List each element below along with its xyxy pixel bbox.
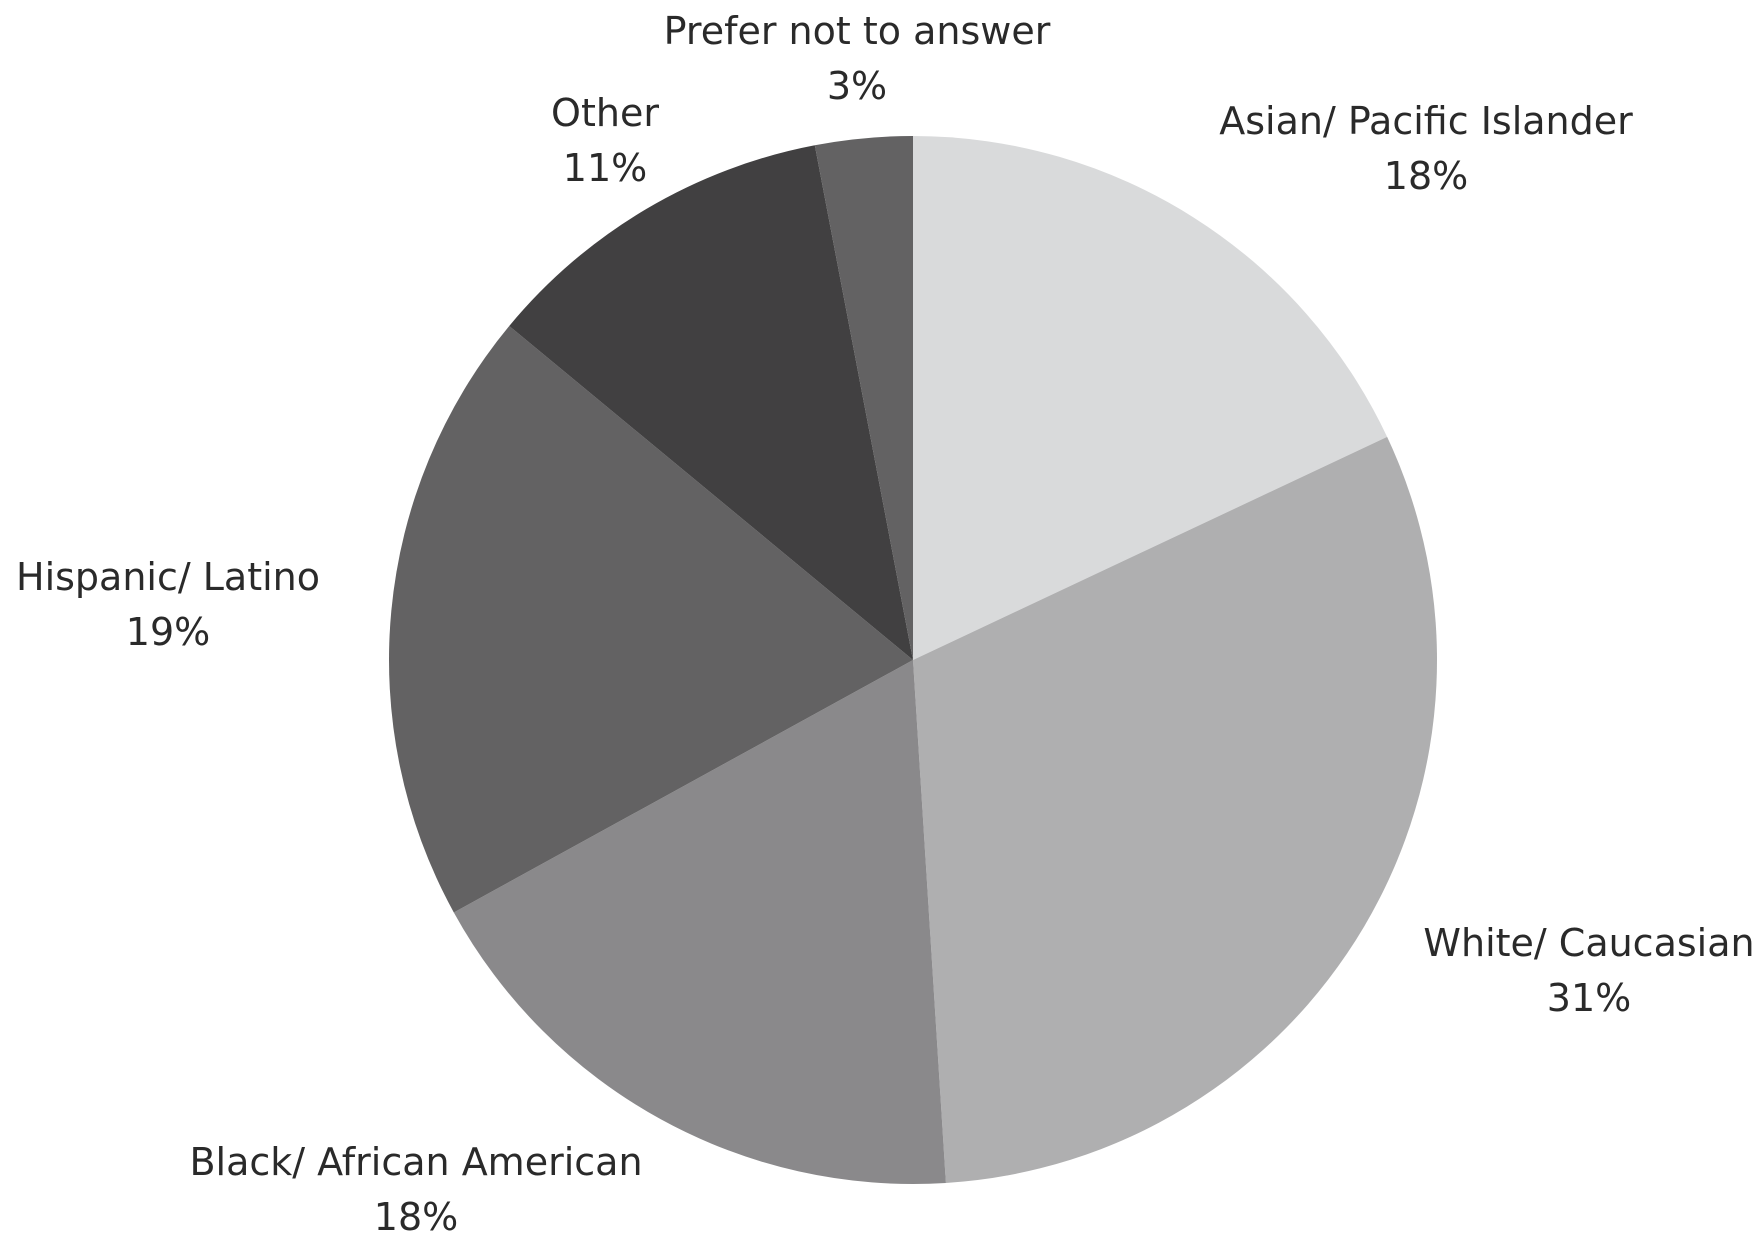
label-hispanic-latino: Hispanic/ Latino: [16, 555, 320, 599]
pie-slices: [389, 136, 1438, 1185]
pie-slice-other: [509, 145, 913, 660]
label-prefer-not-to-answer: Prefer not to answer: [664, 9, 1051, 53]
value-white-caucasian: 31%: [1547, 976, 1631, 1020]
value-asian-pacific-islander: 18%: [1384, 154, 1468, 198]
value-black-african-american: 18%: [374, 1195, 458, 1237]
label-black-african-american: Black/ African American: [189, 1140, 642, 1184]
label-asian-pacific-islander: Asian/ Pacific Islander: [1219, 99, 1633, 143]
label-other: Other: [551, 91, 659, 135]
value-prefer-not-to-answer: 3%: [827, 64, 887, 108]
pie-slice-asian-pacific-islander: [913, 136, 1388, 660]
pie-slice-hispanic-latino: [389, 325, 913, 913]
pie-slice-black-african-american: [453, 660, 946, 1185]
pie-slice-white-caucasian: [913, 436, 1438, 1183]
label-white-caucasian: White/ Caucasian: [1423, 921, 1754, 965]
pie-slice-prefer-not-to-answer: [814, 136, 913, 660]
value-other: 11%: [563, 146, 647, 190]
value-hispanic-latino: 19%: [126, 610, 210, 654]
